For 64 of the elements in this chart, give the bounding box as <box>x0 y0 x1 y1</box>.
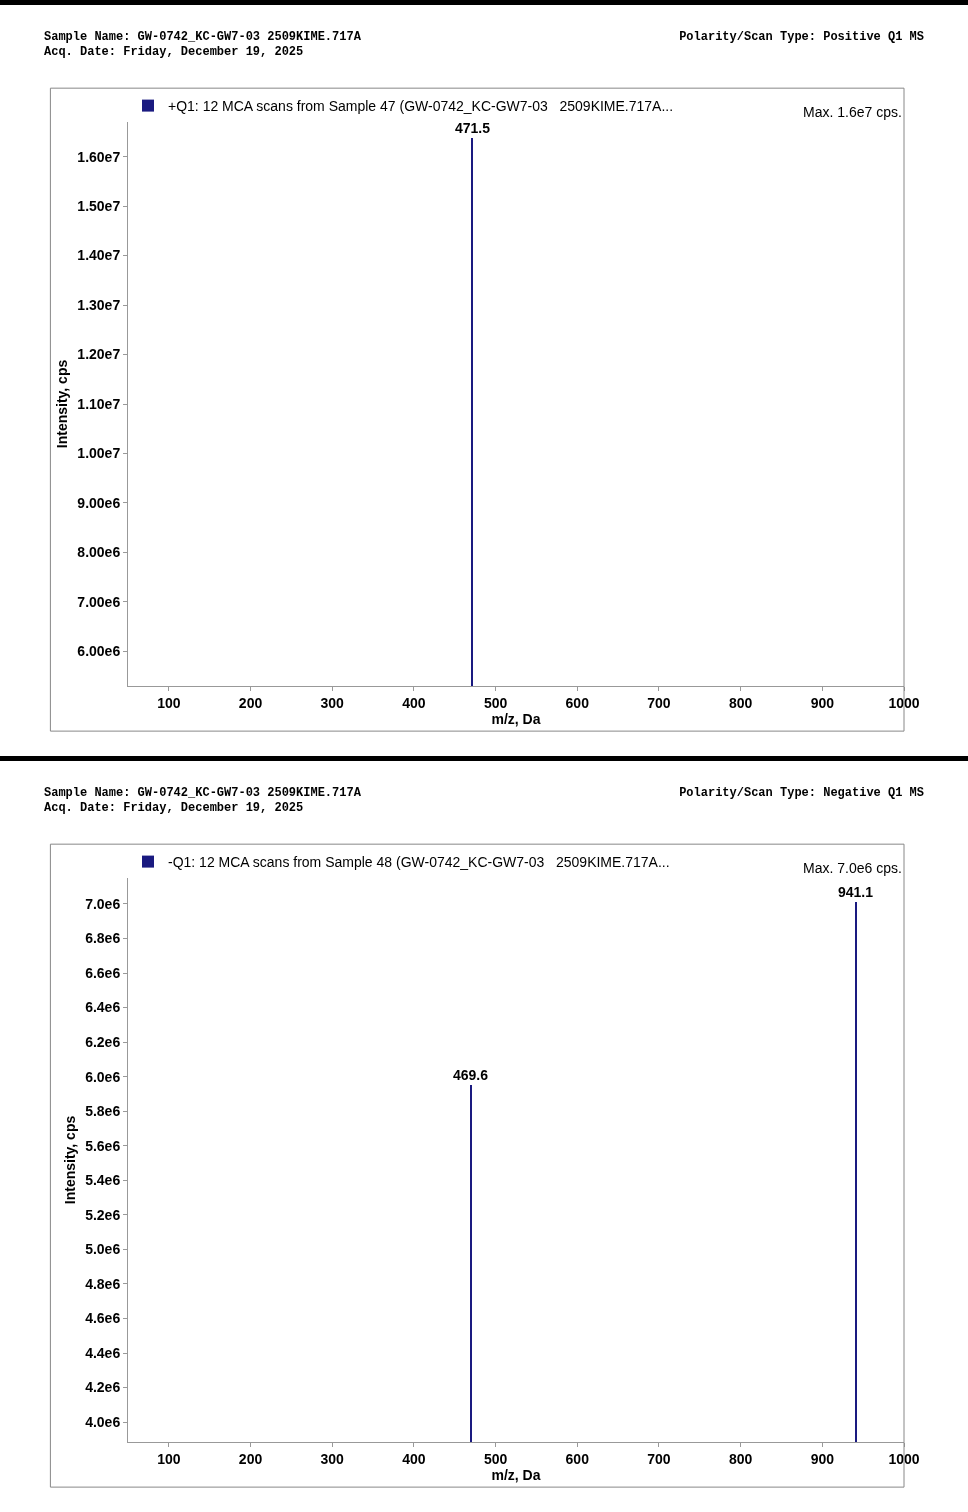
y-tick-label: 1.00e7 <box>77 445 121 462</box>
y-tick-label: 8.00e6 <box>77 544 121 561</box>
x-tick-label: 800 <box>728 694 753 711</box>
y-tick-label: 5.6e6 <box>85 1137 121 1154</box>
y-axis-title: Intensity, cps <box>53 359 70 449</box>
x-tick-label: 100 <box>157 694 181 711</box>
y-tick-label: 1.30e7 <box>77 296 121 313</box>
x-tick-label: 700 <box>647 694 671 711</box>
x-tick-label: 900 <box>810 1450 835 1467</box>
x-tick-label: 100 <box>157 1450 181 1467</box>
y-axis-title: Intensity, cps <box>61 1115 78 1205</box>
y-tick-label: 5.8e6 <box>85 1103 121 1120</box>
text: Acq. Date: Friday, December 19, 2025 <box>44 45 305 60</box>
text: Max. 7.0e6 cps. <box>803 860 902 876</box>
x-tick-label: 1000 <box>888 694 920 711</box>
legend-label: -Q1: 12 MCA scans from Sample 48 (GW-0742_KC-GW7-03 2509KIME.717A... <box>168 854 670 871</box>
x-tick-label: 800 <box>728 1450 753 1467</box>
x-axis-title: m/z, Da <box>491 711 541 728</box>
y-tick-label: 1.10e7 <box>77 395 121 412</box>
x-tick-label: 600 <box>565 694 590 711</box>
y-tick-label: 5.0e6 <box>85 1241 121 1258</box>
y-tick-label: 6.4e6 <box>85 999 121 1016</box>
text: Acq. Date: Friday, December 19, 2025 <box>44 801 305 816</box>
text: Polarity/Scan Type: Negative Q1 MS <box>679 786 924 802</box>
text: Sample Name: GW-0742_KC-GW7-03 2509KIME.717A <box>44 30 361 45</box>
y-tick-label: 6.8e6 <box>85 930 121 947</box>
text: Sample Name: GW-0742_KC-GW7-03 2509KIME.717A <box>44 786 361 801</box>
y-tick-label: 1.20e7 <box>77 346 121 363</box>
x-tick-label: 900 <box>810 694 835 711</box>
y-tick-label: 4.0e6 <box>85 1414 121 1431</box>
y-tick-label: 5.4e6 <box>85 1172 121 1189</box>
y-tick-label: 7.0e6 <box>85 895 121 912</box>
y-tick-label: 7.00e6 <box>77 593 121 610</box>
y-tick-label: 4.2e6 <box>85 1379 121 1396</box>
legend-label: +Q1: 12 MCA scans from Sample 47 (GW-0742_KC-GW7-03 2509KIME.717A... <box>168 98 674 115</box>
x-tick-label: 500 <box>483 694 508 711</box>
x-tick-label: 400 <box>402 1450 426 1467</box>
annotation: 941.1 <box>838 884 874 900</box>
y-tick-label: 9.00e6 <box>77 494 121 511</box>
x-tick-label: 700 <box>647 1450 671 1467</box>
y-tick-label: 6.6e6 <box>85 964 121 981</box>
annotation: 471.5 <box>455 120 491 136</box>
text: Max. 1.6e7 cps. <box>803 104 902 120</box>
x-tick-label: 500 <box>483 1450 508 1467</box>
y-tick-label: 6.2e6 <box>85 1034 121 1050</box>
y-tick-label: 1.60e7 <box>77 148 121 165</box>
y-tick-label: 6.0e6 <box>85 1068 121 1085</box>
x-axis-title: m/z, Da <box>491 1467 541 1484</box>
x-tick-label: 300 <box>320 694 345 711</box>
annotation: 469.6 <box>453 1067 489 1083</box>
x-tick-label: 600 <box>565 1450 590 1467</box>
x-tick-label: 300 <box>320 1450 345 1467</box>
x-tick-label: 400 <box>402 694 426 711</box>
text: Polarity/Scan Type: Positive Q1 MS <box>679 30 924 46</box>
x-tick-label: 200 <box>238 694 263 711</box>
y-tick-label: 4.4e6 <box>85 1344 121 1361</box>
x-tick-label: 200 <box>238 1450 263 1467</box>
y-tick-label: 6.00e6 <box>77 643 121 660</box>
y-tick-label: 1.50e7 <box>77 198 121 215</box>
y-tick-label: 4.8e6 <box>85 1275 121 1292</box>
y-tick-label: 5.2e6 <box>85 1206 121 1223</box>
y-tick-label: 4.6e6 <box>85 1310 121 1327</box>
x-tick-label: 1000 <box>888 1450 920 1467</box>
y-tick-label: 1.40e7 <box>77 247 121 264</box>
